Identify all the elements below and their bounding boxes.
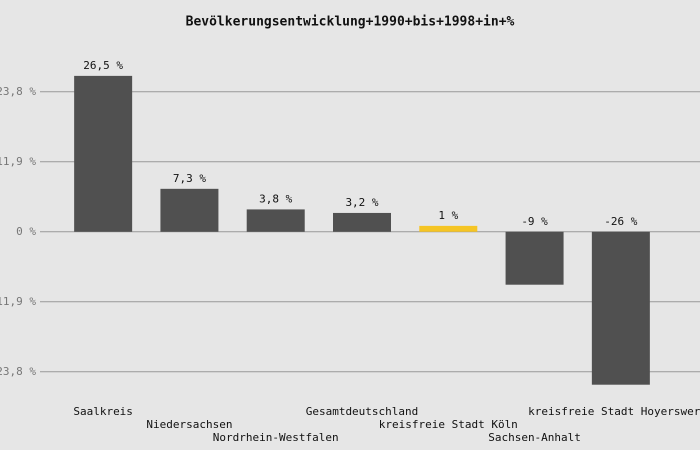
value-label: 7,3 % xyxy=(173,172,206,185)
x-tick-label: Niedersachsen xyxy=(146,418,232,431)
y-tick-label: -11,9 % xyxy=(0,295,36,308)
x-tick-label: Sachsen-Anhalt xyxy=(488,431,581,444)
value-label: 1 % xyxy=(438,209,458,222)
bar xyxy=(505,231,564,285)
value-label: 3,2 % xyxy=(345,196,378,209)
bar xyxy=(74,75,133,232)
x-tick-label: Gesamtdeutschland xyxy=(306,405,419,418)
chart-title: Bevölkerungsentwicklung+1990+bis+1998+in… xyxy=(186,15,515,30)
bar xyxy=(419,225,478,232)
bar xyxy=(591,231,650,385)
x-tick-label: Nordrhein-Westfalen xyxy=(213,431,339,444)
bar xyxy=(160,188,219,232)
value-label: -26 % xyxy=(604,215,637,228)
x-tick-label: kreisfreie Stadt Köln xyxy=(379,418,518,431)
value-label: 26,5 % xyxy=(83,59,123,72)
value-label: 3,8 % xyxy=(259,192,292,205)
value-label: -9 % xyxy=(521,215,548,228)
x-tick-label: kreisfreie Stadt Hoyerswerda xyxy=(528,405,700,418)
y-tick-label: 23,8 % xyxy=(0,85,36,98)
x-tick-label: Saalkreis xyxy=(73,405,133,418)
bar xyxy=(333,212,391,232)
y-tick-label: 11,9 % xyxy=(0,155,36,168)
bar xyxy=(246,209,305,232)
y-tick-label: 0 % xyxy=(16,225,36,238)
y-tick-label: -23,8 % xyxy=(0,365,36,378)
